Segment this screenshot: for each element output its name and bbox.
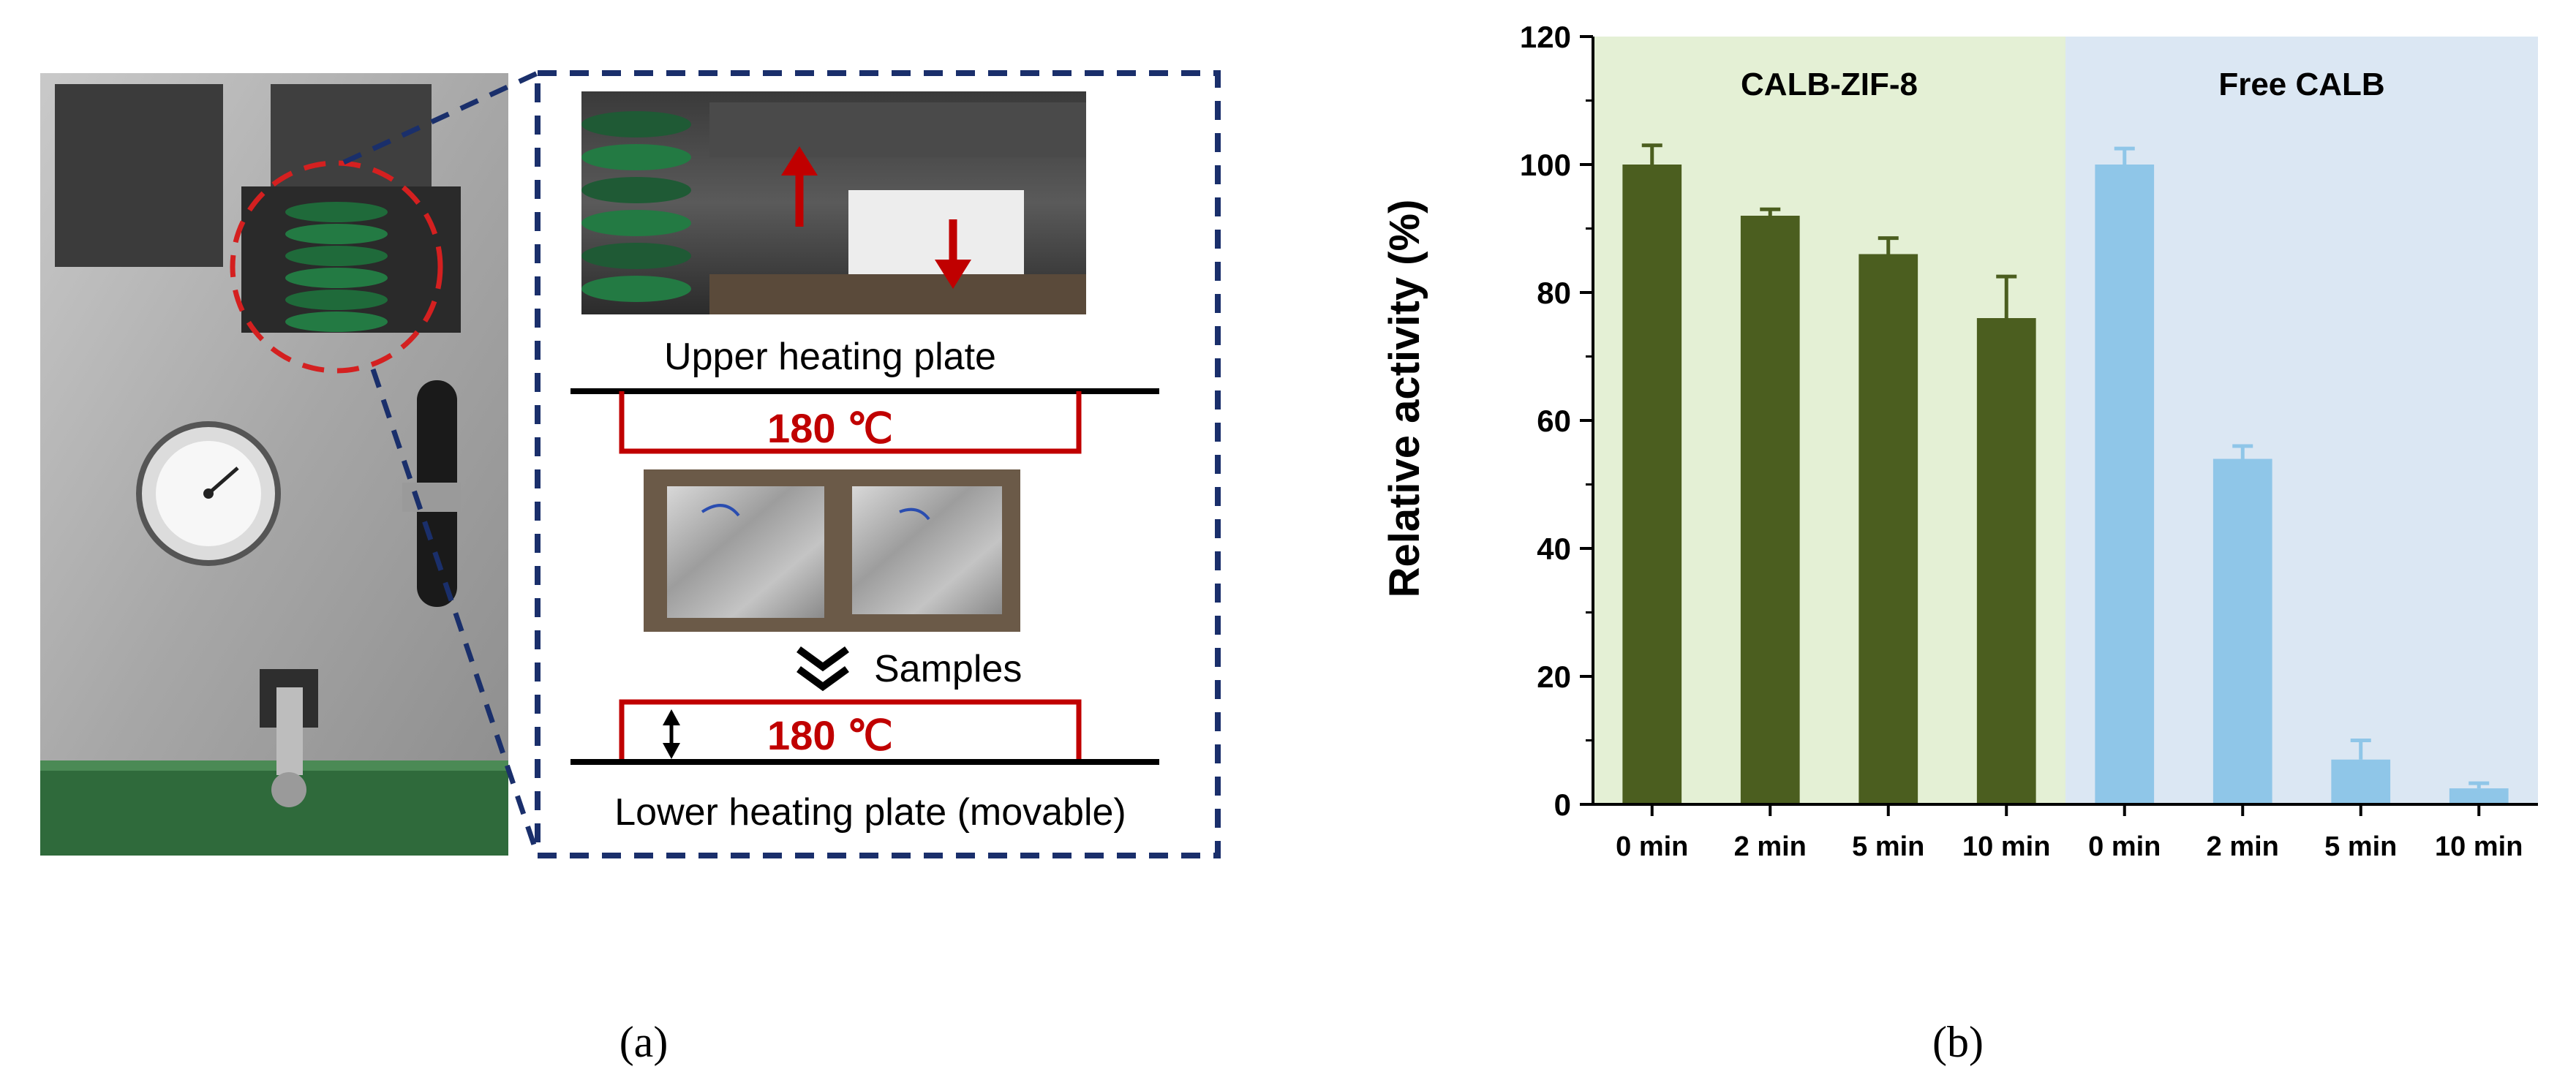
panel-a-label: (a) [619, 1018, 669, 1066]
zoom-highlight-circle [230, 160, 443, 374]
x-tick-label-0-3: 10 min [1962, 831, 2050, 862]
y-tick-label-0: 0 [1554, 788, 1571, 822]
upper-temp-label: 180 ℃ [767, 405, 893, 451]
samples-label: Samples [874, 648, 1022, 690]
group-label-1: Free CALB [2218, 67, 2384, 102]
bar-0-2 [1858, 254, 1918, 804]
bar-1-0 [2095, 165, 2155, 804]
samples-photo [644, 469, 1020, 632]
x-tick-label-0-2: 5 min [1852, 831, 1924, 862]
x-tick-label-1-3: 10 min [2435, 831, 2523, 862]
double-chevron-down-icon [796, 646, 849, 692]
bar-1-1 [2212, 458, 2272, 804]
zoom-connector-bottom [370, 368, 541, 857]
spring-icon [285, 202, 388, 332]
y-tick-label-5: 100 [1520, 148, 1571, 182]
x-tick-label-1-0: 0 min [2088, 831, 2161, 862]
lower-temp-label: 180 ℃ [767, 712, 893, 758]
y-tick-label-4: 80 [1537, 276, 1571, 310]
pressure-gauge-icon [136, 421, 281, 566]
x-tick-label-0-0: 0 min [1616, 831, 1688, 862]
y-tick-label-2: 40 [1537, 532, 1571, 566]
y-tick-label-6: 120 [1520, 20, 1571, 54]
upper-heater [619, 391, 1082, 454]
y-axis-title: Relative activity (%) [1381, 200, 1428, 598]
y-tick-label-3: 60 [1537, 404, 1571, 438]
up-arrow-icon [781, 146, 818, 227]
bar-1-2 [2331, 759, 2391, 804]
press-plates-photo [581, 91, 1086, 314]
x-tick-label-1-1: 2 min [2207, 831, 2279, 862]
press-machine-photo [40, 73, 508, 856]
double-arrow-vertical-icon [663, 709, 680, 759]
down-arrow-icon [935, 219, 971, 289]
lower-plate-label: Lower heating plate (movable) [614, 791, 1126, 834]
x-tick-label-0-1: 2 min [1734, 831, 1807, 862]
bar-0-0 [1622, 165, 1682, 804]
panel-a: Upper heating plate 180 ℃ Samples 180 ℃ … [40, 70, 1221, 1066]
relative-activity-chart: CALB-ZIF-8 0 min 2 min 5 min 10 min Free CALB… [1381, 20, 2538, 1066]
lower-heater [619, 699, 1082, 760]
group-label-0: CALB-ZIF-8 [1741, 67, 1918, 102]
panel-b-label: (b) [1932, 1018, 1984, 1066]
y-tick-label-1: 20 [1537, 660, 1571, 694]
x-tick-label-1-2: 5 min [2324, 831, 2397, 862]
bar-0-3 [1976, 318, 2036, 804]
zoom-connector-top [342, 70, 539, 165]
upper-plate-label: Upper heating plate [664, 336, 996, 378]
bar-1-3 [2449, 788, 2509, 804]
bar-0-1 [1740, 216, 1800, 804]
inset-frame [535, 70, 1221, 858]
